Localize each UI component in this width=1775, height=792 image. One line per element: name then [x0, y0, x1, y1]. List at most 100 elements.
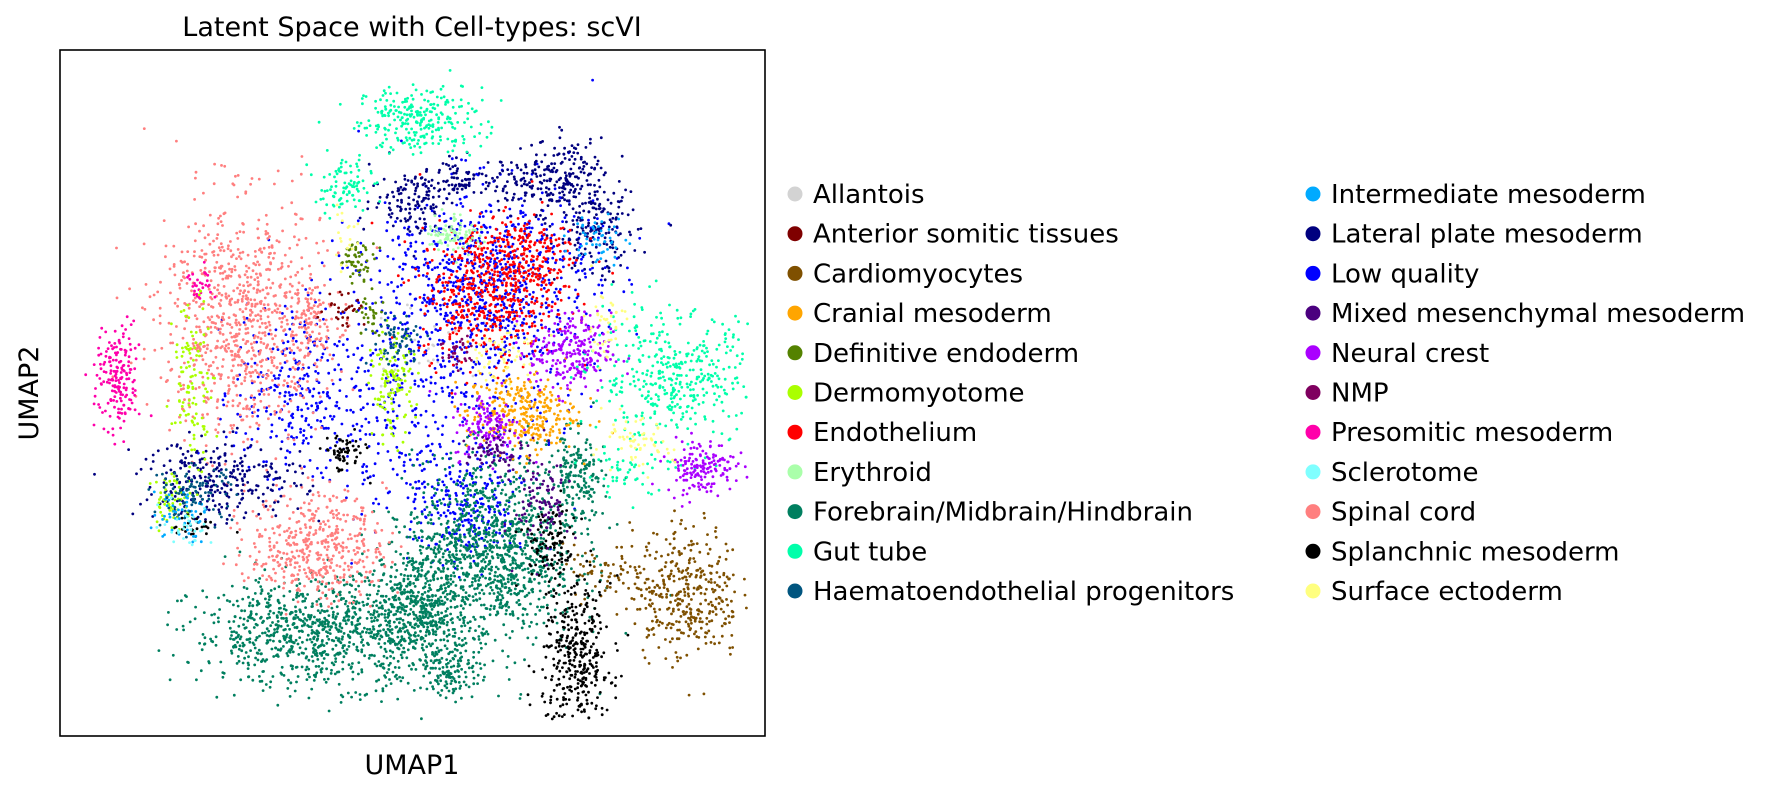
data-point [309, 435, 313, 439]
data-point [284, 428, 287, 432]
data-point [291, 316, 294, 320]
data-point [410, 448, 414, 452]
data-point [235, 344, 239, 348]
data-point [449, 682, 453, 685]
data-point [547, 473, 550, 476]
data-point [570, 512, 574, 516]
data-point [538, 312, 542, 316]
data-point [447, 675, 451, 679]
data-point [435, 323, 438, 326]
data-point [411, 409, 414, 413]
data-point [308, 390, 312, 394]
data-point [227, 620, 231, 624]
data-point [507, 605, 511, 609]
data-point [259, 381, 262, 385]
data-point [469, 333, 473, 337]
data-point [483, 617, 486, 621]
data-point [299, 394, 302, 397]
data-point [496, 610, 499, 614]
data-point [224, 344, 228, 348]
data-point [266, 315, 270, 319]
data-point [591, 487, 594, 491]
data-point [523, 567, 527, 571]
data-point [379, 384, 383, 388]
data-point [328, 278, 332, 281]
data-point [456, 276, 460, 280]
data-point [416, 624, 420, 628]
data-point [262, 460, 266, 464]
data-point [287, 678, 290, 682]
data-point [395, 617, 399, 621]
data-point [458, 197, 462, 201]
data-point [435, 463, 438, 467]
data-point [337, 340, 341, 343]
data-point [209, 325, 213, 329]
data-point [453, 670, 457, 674]
data-point [167, 611, 170, 614]
data-point [181, 624, 185, 628]
data-point [183, 594, 187, 597]
data-point [205, 595, 209, 599]
data-point [573, 508, 577, 512]
data-point [496, 575, 499, 578]
data-point [326, 635, 329, 638]
data-point [440, 584, 443, 587]
data-point [567, 317, 571, 320]
data-point [484, 530, 488, 534]
data-point [383, 616, 387, 619]
data-point [596, 217, 599, 221]
data-point [390, 631, 394, 635]
data-point [544, 575, 547, 578]
data-point [465, 498, 469, 501]
data-point [377, 502, 381, 506]
data-point [342, 578, 346, 582]
data-point [230, 634, 233, 637]
data-point [484, 251, 488, 254]
data-point [414, 631, 417, 635]
data-point [451, 342, 455, 345]
data-point [309, 625, 313, 629]
data-point [475, 542, 479, 545]
data-point [542, 605, 545, 609]
data-point [470, 477, 474, 481]
data-point [421, 301, 424, 304]
data-point [307, 366, 311, 369]
data-point [450, 327, 454, 331]
data-point [181, 261, 184, 264]
data-point [521, 589, 524, 593]
data-point [504, 503, 507, 507]
data-point [516, 578, 519, 582]
data-point [357, 301, 360, 304]
data-point [371, 386, 374, 390]
data-point [386, 491, 390, 495]
data-point [410, 563, 414, 566]
data-point [273, 628, 276, 631]
data-point [295, 680, 298, 684]
data-point [305, 372, 309, 376]
data-point [358, 693, 362, 696]
data-point [243, 379, 247, 383]
data-point [253, 410, 256, 414]
data-point [462, 486, 465, 490]
data-point [561, 585, 565, 588]
data-point [457, 681, 461, 684]
data-point [449, 618, 453, 622]
data-point [495, 504, 499, 508]
data-point [459, 367, 463, 371]
data-point [473, 318, 477, 321]
data-point [481, 486, 485, 490]
data-point [294, 605, 297, 609]
data-point [337, 637, 341, 641]
data-point [430, 496, 434, 499]
data-point [214, 635, 218, 639]
data-point [270, 430, 274, 433]
data-point [468, 471, 472, 475]
data-point [543, 580, 547, 583]
data-point [301, 600, 305, 603]
data-point [488, 260, 492, 263]
data-point [476, 544, 480, 548]
data-point [455, 644, 459, 647]
data-point [525, 593, 529, 597]
data-point [225, 599, 229, 602]
